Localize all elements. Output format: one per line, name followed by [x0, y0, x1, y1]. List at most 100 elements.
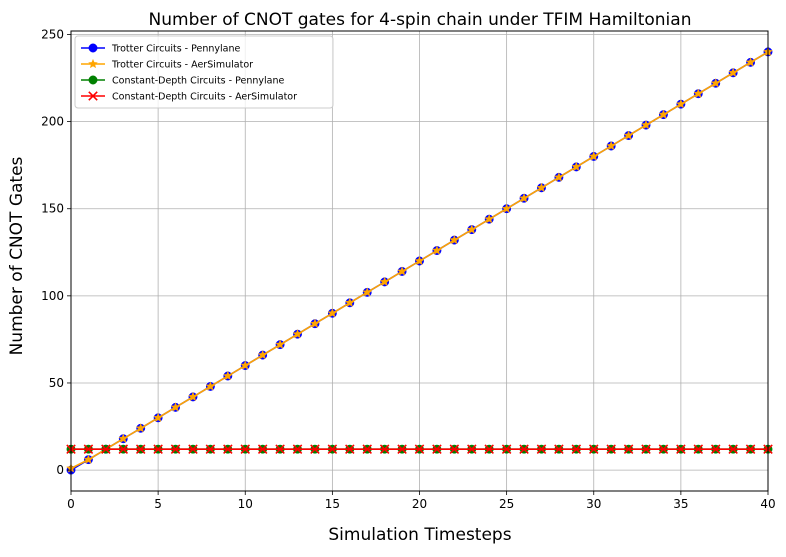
tick-layer: 0 5 10 15 20 25 30 35 40 0 50 100 150 200 250 — [41, 27, 776, 511]
data-point — [693, 444, 704, 454]
data-point — [658, 109, 669, 119]
data-point — [519, 444, 529, 454]
data-point — [257, 444, 268, 454]
legend-marker — [88, 91, 98, 101]
data-point — [397, 266, 407, 276]
data-point — [327, 308, 338, 318]
legend-item: Trotter Circuits - AerSimulator — [81, 58, 253, 71]
data-point — [344, 297, 355, 307]
data-point — [205, 444, 216, 454]
series-layer — [66, 46, 773, 475]
data-point — [310, 444, 320, 454]
data-point — [484, 444, 494, 454]
data-point — [449, 234, 460, 245]
legend-marker — [88, 75, 98, 85]
data-point — [292, 444, 303, 454]
data-point — [153, 444, 163, 454]
y-tick-label: 250 — [41, 27, 64, 41]
data-point — [554, 172, 564, 182]
data-point — [362, 444, 372, 454]
data-point — [379, 276, 390, 287]
x-tick-label: 30 — [586, 497, 601, 511]
data-point — [310, 318, 320, 328]
data-point — [188, 444, 198, 454]
legend-item: Constant-Depth Circuits - Pennylane — [81, 76, 284, 87]
x-tick-label: 35 — [673, 497, 688, 511]
data-point — [345, 444, 355, 454]
data-point — [501, 444, 512, 454]
data-point — [449, 444, 460, 454]
data-point — [641, 444, 651, 454]
data-point — [118, 444, 129, 454]
data-point — [606, 140, 617, 151]
y-tick-label: 0 — [56, 463, 64, 477]
data-point — [728, 444, 738, 454]
data-point — [501, 203, 512, 213]
data-point — [693, 88, 704, 98]
data-point — [240, 444, 251, 454]
data-point — [240, 360, 251, 370]
x-tick-label: 40 — [760, 497, 775, 511]
legend: Trotter Circuits - Pennylane Trotter Circ… — [74, 35, 334, 109]
legend-label: Trotter Circuits - AerSimulator — [111, 60, 253, 71]
data-point — [327, 444, 338, 454]
data-point — [275, 444, 285, 454]
x-tick-label: 25 — [499, 497, 514, 511]
data-point — [135, 423, 146, 433]
data-point — [83, 444, 94, 454]
data-point — [710, 78, 721, 88]
data-point — [623, 130, 634, 140]
y-tick-label: 200 — [41, 115, 64, 129]
data-point — [519, 193, 529, 203]
data-point — [484, 214, 495, 224]
data-point — [83, 454, 94, 464]
data-point — [432, 245, 442, 255]
legend-item: Trotter Circuits - Pennylane — [81, 44, 241, 55]
y-tick-label: 150 — [41, 202, 64, 216]
x-tick-label: 5 — [154, 497, 162, 511]
data-point — [571, 444, 582, 454]
data-point — [536, 444, 547, 454]
data-point — [153, 412, 163, 422]
data-point — [710, 444, 721, 454]
data-point — [170, 444, 181, 454]
data-point — [379, 444, 390, 454]
data-point — [432, 444, 442, 454]
data-point — [205, 381, 216, 391]
legend-label: Trotter Circuits - Pennylane — [111, 44, 241, 55]
data-point — [118, 433, 129, 443]
chart-title: Number of CNOT gates for 4-spin chain un… — [149, 10, 692, 30]
data-point — [135, 444, 146, 454]
data-point — [223, 444, 233, 454]
data-point — [745, 444, 756, 454]
data-point — [257, 349, 268, 360]
x-tick-label: 10 — [238, 497, 253, 511]
x-tick-label: 0 — [67, 497, 75, 511]
data-point — [101, 444, 111, 454]
data-point — [606, 444, 616, 454]
x-axis-label: Simulation Timesteps — [328, 525, 511, 545]
data-point — [554, 444, 564, 454]
legend-marker — [88, 43, 98, 53]
data-point — [414, 255, 425, 266]
data-point — [588, 444, 599, 454]
data-point — [362, 287, 373, 297]
legend-box — [74, 35, 334, 109]
x-tick-label: 15 — [325, 497, 340, 511]
data-point — [571, 161, 582, 172]
y-axis-label: Number of CNOT Gates — [7, 156, 27, 355]
legend-label: Constant-Depth Circuits - Pennylane — [112, 76, 284, 87]
data-point — [745, 57, 756, 67]
data-point — [676, 99, 686, 109]
data-point — [466, 224, 477, 234]
legend-item: Constant-Depth Circuits - AerSimulator — [81, 91, 297, 103]
data-point — [536, 182, 547, 192]
legend-marker — [88, 58, 98, 69]
data-point — [676, 444, 686, 454]
x-tick-label: 20 — [412, 497, 427, 511]
data-point — [658, 444, 669, 454]
y-tick-label: 50 — [49, 376, 64, 390]
data-point — [414, 444, 425, 454]
